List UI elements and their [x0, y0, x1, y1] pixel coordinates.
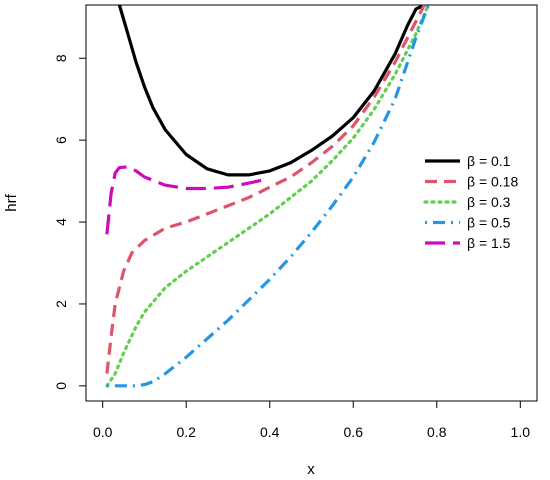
y-axis-label: hrf	[3, 193, 20, 211]
y-tick-label: 6	[53, 136, 69, 144]
y-axis: 0 2 4 6 8	[53, 54, 87, 390]
y-tick-label: 4	[53, 218, 69, 226]
legend-label-2: β = 0.18	[467, 174, 518, 190]
series-layer	[105, 5, 430, 388]
y-tick-label: 2	[53, 300, 69, 308]
x-tick-label: 0.6	[344, 424, 364, 440]
series-line-2	[105, 5, 426, 374]
x-tick-label: 1.0	[511, 424, 531, 440]
y-tick-label: 8	[53, 54, 69, 62]
x-tick-label: 0.0	[93, 424, 113, 440]
x-tick-label: 0.4	[260, 424, 280, 440]
x-tick-label: 0.2	[176, 424, 196, 440]
legend-label-3: β = 0.3	[467, 194, 511, 210]
legend: β = 0.1 β = 0.18 β = 0.3 β = 0.5 β = 1.5	[423, 153, 518, 251]
legend-label-5: β = 1.5	[467, 235, 511, 251]
series-line-4	[106, 5, 430, 388]
legend-label-1: β = 0.1	[467, 153, 511, 169]
x-axis-label: x	[307, 461, 315, 478]
series-line-5	[105, 165, 262, 235]
series-line-3	[105, 5, 430, 388]
legend-label-4: β = 0.5	[467, 215, 511, 231]
series-line-1	[117, 5, 426, 177]
x-axis: 0.0 0.2 0.4 0.6 0.8 1.0	[93, 400, 531, 440]
y-tick-label: 0	[53, 382, 69, 390]
x-tick-label: 0.8	[427, 424, 447, 440]
